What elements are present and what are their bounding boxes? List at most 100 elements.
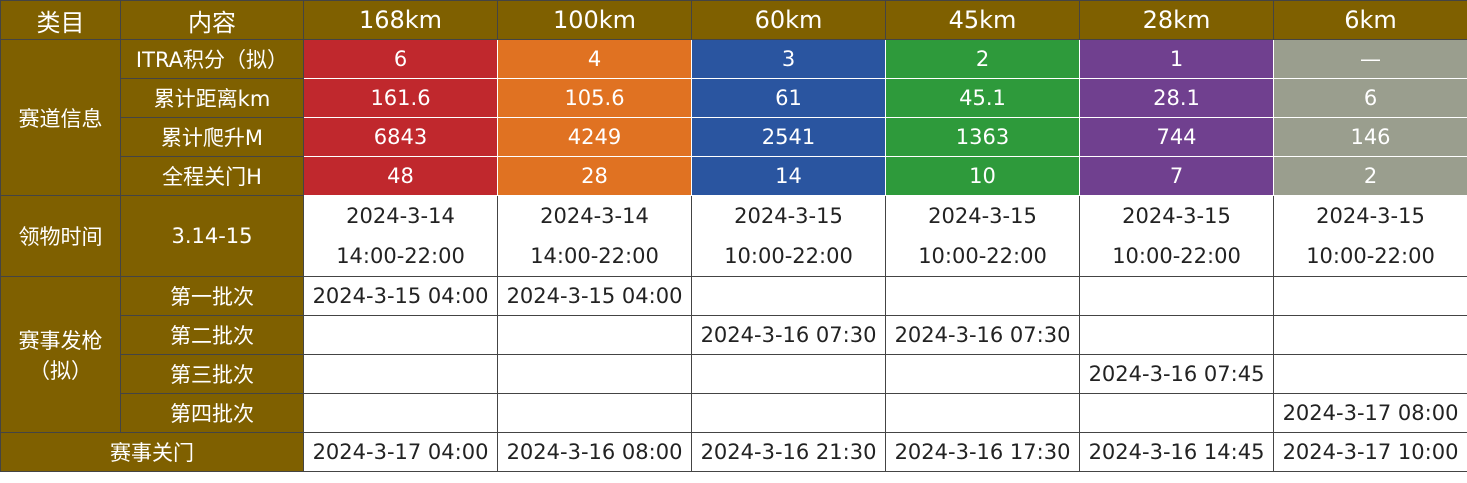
pickup-time: 10:00-22:00 — [724, 244, 853, 268]
value-cell: 4249 — [497, 117, 692, 157]
section-label: 赛事发枪 （拟） — [0, 276, 121, 433]
value-cell: 48 — [303, 156, 498, 196]
start-time: 2024-3-15 04:00 — [497, 276, 692, 316]
empty-cell — [691, 276, 886, 316]
pickup-date: 2024-3-14 — [346, 204, 455, 228]
row-label: 第三批次 — [120, 354, 304, 394]
row-label: 第一批次 — [120, 276, 304, 316]
header-cell: 168km — [303, 0, 498, 40]
header-cell: 100km — [497, 0, 692, 40]
start-time: 2024-3-16 07:30 — [691, 315, 886, 355]
section-label: 赛道信息 — [0, 39, 121, 196]
empty-cell — [497, 315, 692, 355]
cutoff-time: 2024-3-17 10:00 — [1273, 432, 1467, 472]
cutoff-time: 2024-3-16 08:00 — [497, 432, 692, 472]
pickup-cell: 2024-3-15 10:00-22:00 — [1079, 195, 1274, 277]
value-cell: 6843 — [303, 117, 498, 157]
table-row: 累计爬升M 6843 4249 2541 1363 744 146 — [1, 117, 1467, 157]
empty-cell — [691, 354, 886, 394]
pickup-cell: 2024-3-15 10:00-22:00 — [1273, 195, 1467, 277]
value-cell: 3 — [691, 39, 886, 79]
empty-cell — [303, 315, 498, 355]
table-row: 领物时间 3.14-15 2024-3-14 14:00-22:00 2024-3-14… — [0, 195, 1467, 277]
table-row: 赛道信息 ITRA积分（拟） 6 4 3 2 1— — [0, 39, 1467, 196]
pickup-date: 2024-3-15 — [928, 204, 1037, 228]
pickup-cell: 2024-3-15 10:00-22:00 — [885, 195, 1080, 277]
section-label-line: （拟） — [29, 358, 92, 383]
pickup-time: 14:00-22:00 — [530, 244, 659, 268]
table-row: 赛事关门 2024-3-17 04:00 2024-3-16 08:00 2024-3… — [0, 432, 1467, 472]
row-label: 第四批次 — [120, 393, 304, 433]
cutoff-time: 2024-3-16 14:45 — [1079, 432, 1274, 472]
pickup-date: 2024-3-15 — [1316, 204, 1425, 228]
header-cell: 6km — [1273, 0, 1467, 40]
empty-cell — [1273, 315, 1467, 355]
value-cell: 146 — [1273, 117, 1467, 157]
pickup-time: 10:00-22:00 — [918, 244, 1047, 268]
value-cell: 6 — [1273, 78, 1467, 118]
value-cell: 6 — [303, 39, 498, 79]
empty-cell — [1273, 354, 1467, 394]
value-cell: 161.6 — [303, 78, 498, 118]
value-cell: 4 — [497, 39, 692, 79]
pickup-time: 10:00-22:00 — [1306, 244, 1435, 268]
table-row: 第四批次 2024-3-17 08:00 — [1, 393, 1467, 433]
pickup-time: 14:00-22:00 — [336, 244, 465, 268]
value-cell: 14 — [691, 156, 886, 196]
table-row: 第二批次 2024-3-16 07:30 2024-3-16 07:30 — [1, 315, 1467, 355]
value-cell: 105.6 — [497, 78, 692, 118]
header-cell: 内容 — [120, 0, 304, 40]
start-time: 2024-3-16 07:30 — [885, 315, 1080, 355]
header-cell: 类目 — [0, 0, 121, 40]
empty-cell — [497, 354, 692, 394]
value-cell: 10 — [885, 156, 1080, 196]
start-time: 2024-3-17 08:00 — [1273, 393, 1467, 433]
value-cell: — — [1273, 39, 1467, 79]
start-time: 2024-3-15 04:00 — [303, 276, 498, 316]
empty-cell — [691, 393, 886, 433]
pickup-cell: 2024-3-15 10:00-22:00 — [691, 195, 886, 277]
empty-cell — [885, 276, 1080, 316]
table-row: 累计距离km 161.6 105.6 61 45.1 28.1 6 — [1, 78, 1467, 118]
empty-cell — [303, 354, 498, 394]
pickup-cell: 2024-3-14 14:00-22:00 — [303, 195, 498, 277]
table-row: 第三批次 2024-3-16 07:45 — [1, 354, 1467, 394]
cutoff-time: 2024-3-16 21:30 — [691, 432, 886, 472]
start-time: 2024-3-16 07:45 — [1079, 354, 1274, 394]
table-row: 赛事发枪 （拟） 第一批次 2024-3-15 04:00 2024-3-15 04:0… — [0, 276, 1467, 433]
value-cell: 7 — [1079, 156, 1274, 196]
cutoff-time: 2024-3-16 17:30 — [885, 432, 1080, 472]
header-cell: 60km — [691, 0, 886, 40]
value-cell: 28 — [497, 156, 692, 196]
empty-cell — [1079, 393, 1274, 433]
empty-cell — [1079, 315, 1274, 355]
pickup-time: 10:00-22:00 — [1112, 244, 1241, 268]
empty-cell — [885, 393, 1080, 433]
row-label: 累计爬升M — [120, 117, 304, 157]
empty-cell — [303, 393, 498, 433]
value-cell: 1 — [1079, 39, 1274, 79]
value-cell: 28.1 — [1079, 78, 1274, 118]
empty-cell — [885, 354, 1080, 394]
empty-cell — [497, 393, 692, 433]
value-cell: 2 — [885, 39, 1080, 79]
pickup-date: 2024-3-15 — [1122, 204, 1231, 228]
value-cell: 61 — [691, 78, 886, 118]
header-cell: 45km — [885, 0, 1080, 40]
section-label: 赛事关门 — [0, 432, 304, 472]
header-cell: 28km — [1079, 0, 1274, 40]
value-cell: 2541 — [691, 117, 886, 157]
section-label-line: 赛事发枪 — [18, 328, 103, 353]
value-cell: 45.1 — [885, 78, 1080, 118]
value-cell: 2 — [1273, 156, 1467, 196]
row-label: 累计距离km — [120, 78, 304, 118]
schedule-table: 类目 内容 168km 100km 60km 45km 28km 6km 赛道信息 ITRA积分（… — [0, 0, 1467, 472]
row-label: 第二批次 — [120, 315, 304, 355]
table-row: 全程关门H 48 28 14 10 7 2 — [1, 156, 1467, 196]
empty-cell — [1273, 276, 1467, 316]
section-label: 领物时间 — [0, 195, 121, 277]
pickup-date: 2024-3-15 — [734, 204, 843, 228]
value-cell: 1363 — [885, 117, 1080, 157]
row-label: 3.14-15 — [120, 195, 304, 277]
